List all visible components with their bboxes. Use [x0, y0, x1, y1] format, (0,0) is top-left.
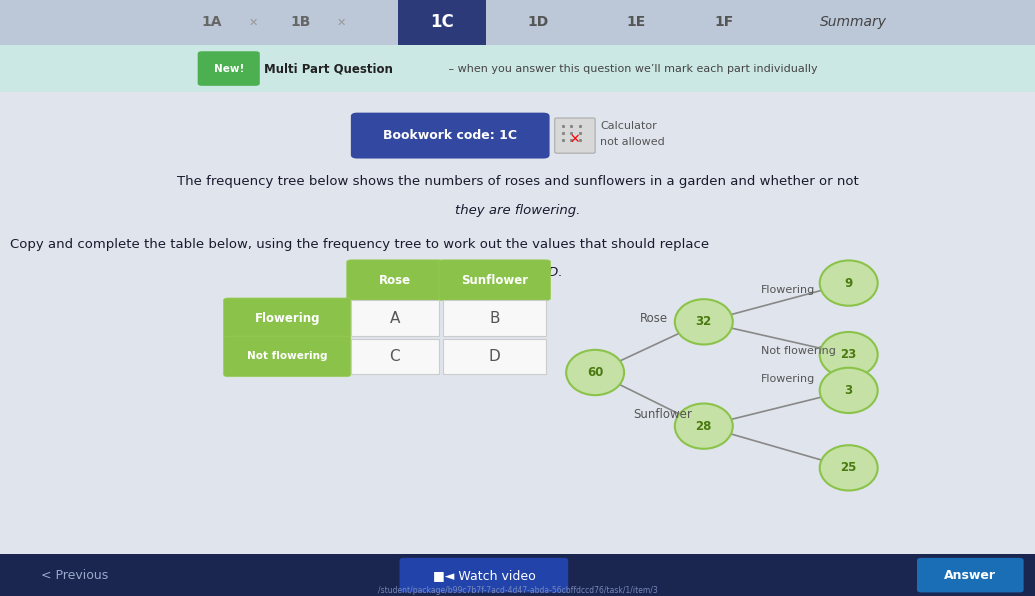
- Ellipse shape: [820, 445, 878, 491]
- Text: Rose: Rose: [640, 312, 668, 325]
- Text: 32: 32: [696, 315, 712, 328]
- Text: they are flowering.: they are flowering.: [454, 204, 581, 217]
- Text: /student/package/b99c7b7f-7acd-4d47-abda-56cbffdccd76/task/1/item/3: /student/package/b99c7b7f-7acd-4d47-abda…: [378, 586, 657, 595]
- Text: < Previous: < Previous: [41, 569, 109, 582]
- Ellipse shape: [820, 332, 878, 377]
- Text: Summary: Summary: [821, 15, 887, 29]
- Ellipse shape: [820, 368, 878, 413]
- Text: New!: New!: [213, 64, 244, 73]
- Text: A: A: [389, 311, 401, 326]
- Text: 1D: 1D: [528, 15, 549, 29]
- Text: Sunflower: Sunflower: [633, 408, 692, 421]
- FancyBboxPatch shape: [224, 336, 351, 377]
- Text: ✕: ✕: [336, 17, 347, 27]
- Ellipse shape: [566, 350, 624, 395]
- FancyBboxPatch shape: [0, 45, 1035, 92]
- FancyBboxPatch shape: [443, 339, 546, 374]
- Text: Multi Part Question: Multi Part Question: [264, 62, 393, 75]
- FancyBboxPatch shape: [224, 298, 351, 339]
- Text: 1B: 1B: [290, 15, 310, 29]
- FancyBboxPatch shape: [0, 0, 1035, 89]
- FancyBboxPatch shape: [0, 0, 1035, 45]
- Text: ■◄ Watch video: ■◄ Watch video: [433, 569, 536, 582]
- Text: 25: 25: [840, 461, 857, 474]
- FancyBboxPatch shape: [917, 558, 1024, 592]
- Text: Not flowering: Not flowering: [761, 346, 835, 356]
- FancyBboxPatch shape: [347, 260, 443, 300]
- Text: not allowed: not allowed: [600, 137, 666, 147]
- Text: 23: 23: [840, 348, 857, 361]
- Text: 1A: 1A: [202, 15, 223, 29]
- FancyBboxPatch shape: [198, 51, 260, 86]
- Ellipse shape: [820, 260, 878, 306]
- Text: C: C: [389, 349, 401, 364]
- FancyBboxPatch shape: [351, 339, 439, 374]
- Text: Flowering: Flowering: [761, 285, 815, 295]
- Text: Answer: Answer: [944, 569, 996, 582]
- Text: 60: 60: [587, 366, 603, 379]
- Text: Flowering: Flowering: [255, 312, 320, 325]
- Ellipse shape: [675, 403, 733, 449]
- Text: Bookwork code: 1C: Bookwork code: 1C: [383, 129, 518, 142]
- FancyBboxPatch shape: [443, 300, 546, 336]
- Text: The frequency tree below shows the numbers of roses and sunflowers in a garden a: The frequency tree below shows the numbe…: [177, 175, 858, 188]
- FancyBboxPatch shape: [0, 89, 1035, 596]
- Text: 1E: 1E: [627, 15, 646, 29]
- Text: Sunflower: Sunflower: [462, 274, 528, 287]
- FancyBboxPatch shape: [351, 300, 439, 336]
- Text: Copy and complete the table below, using the frequency tree to work out the valu: Copy and complete the table below, using…: [10, 238, 709, 251]
- Text: B: B: [490, 311, 500, 326]
- Text: 28: 28: [696, 420, 712, 433]
- Text: Not flowering: Not flowering: [247, 352, 327, 361]
- Text: ✕: ✕: [569, 133, 581, 146]
- Ellipse shape: [675, 299, 733, 344]
- FancyBboxPatch shape: [351, 113, 550, 159]
- Text: 1F: 1F: [715, 15, 734, 29]
- Text: 1C: 1C: [431, 13, 453, 32]
- Text: Calculator: Calculator: [600, 122, 657, 131]
- Text: D: D: [489, 349, 501, 364]
- FancyBboxPatch shape: [555, 118, 595, 153]
- Text: Flowering: Flowering: [761, 374, 815, 384]
- Text: – when you answer this question we’ll mark each part individually: – when you answer this question we’ll ma…: [445, 64, 818, 73]
- Text: A, B, C and D.: A, B, C and D.: [471, 266, 564, 280]
- Text: 3: 3: [845, 384, 853, 397]
- Text: 9: 9: [845, 277, 853, 290]
- FancyBboxPatch shape: [0, 554, 1035, 596]
- FancyBboxPatch shape: [398, 0, 486, 45]
- Text: ✕: ✕: [248, 17, 259, 27]
- Text: Rose: Rose: [379, 274, 411, 287]
- FancyBboxPatch shape: [400, 558, 568, 592]
- FancyBboxPatch shape: [439, 260, 551, 300]
